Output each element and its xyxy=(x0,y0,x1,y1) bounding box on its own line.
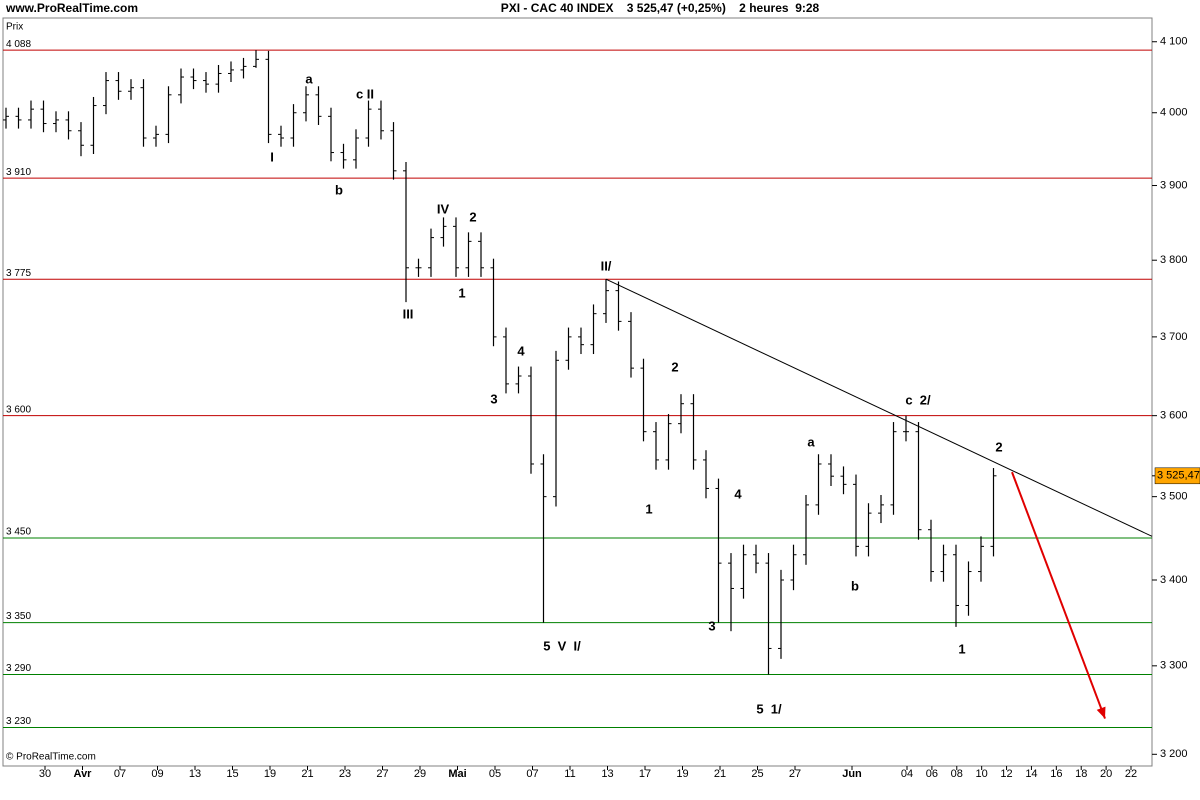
x-tick-label: 27 xyxy=(376,768,388,780)
plot-frame xyxy=(2,17,1153,767)
last-price-box xyxy=(1154,467,1200,485)
wave-label: 2 xyxy=(469,209,476,224)
x-tick-label: 13 xyxy=(189,768,201,780)
x-tick-label: 29 xyxy=(414,768,426,780)
x-tick-label: 18 xyxy=(1075,768,1087,780)
y-tick-label: 3 800 xyxy=(1160,254,1188,266)
trendline xyxy=(605,278,1153,537)
y-tick-label: 3 500 xyxy=(1160,491,1188,503)
x-tick-label: 13 xyxy=(601,768,613,780)
x-tick-label: Mai xyxy=(448,768,466,780)
wave-label: 1 xyxy=(958,641,965,656)
wave-label: 5 1/ xyxy=(756,701,782,716)
x-tick-label: 14 xyxy=(1025,768,1037,780)
level-label: 3 910 xyxy=(6,167,31,178)
x-tick-label: 06 xyxy=(926,768,938,780)
wave-label: 3 xyxy=(708,618,715,633)
level-label: 3 600 xyxy=(6,404,31,415)
x-tick-label: 19 xyxy=(264,768,276,780)
wave-label: I xyxy=(270,149,274,164)
x-tick-label: 05 xyxy=(489,768,501,780)
y-tick-label: 3 300 xyxy=(1160,660,1188,672)
x-tick-label: 21 xyxy=(714,768,726,780)
wave-label: II/ xyxy=(601,258,612,273)
level-label: 4 088 xyxy=(6,39,31,50)
x-tick-label: 17 xyxy=(639,768,651,780)
level-label: 3 350 xyxy=(6,611,31,622)
x-tick-label: 16 xyxy=(1050,768,1062,780)
wave-label: b xyxy=(335,182,343,197)
x-tick-label: Jun xyxy=(842,768,862,780)
wave-label: c II xyxy=(356,86,374,101)
y-tick-label: 3 400 xyxy=(1160,574,1188,586)
x-tick-label: 12 xyxy=(1000,768,1012,780)
y-tick-label: 4 000 xyxy=(1160,107,1188,119)
x-tick-label: 21 xyxy=(301,768,313,780)
level-label: 3 775 xyxy=(6,268,31,279)
y-tick-label: 3 700 xyxy=(1160,331,1188,343)
chart-title: PXI - CAC 40 INDEX 3 525,47 (+0,25%) 2 h… xyxy=(501,1,820,15)
x-tick-label: 04 xyxy=(901,768,913,780)
wave-label: c 2/ xyxy=(905,392,931,407)
x-tick-label: 19 xyxy=(676,768,688,780)
x-tick-label: 07 xyxy=(526,768,538,780)
site-name: www.ProRealTime.com xyxy=(5,1,138,15)
wave-label: 1 xyxy=(645,501,652,516)
forecast-arrow xyxy=(1011,471,1106,719)
x-tick-label: 15 xyxy=(226,768,238,780)
y-tick-label: 3 900 xyxy=(1160,179,1188,191)
x-tick-label: 07 xyxy=(114,768,126,780)
wave-label: a xyxy=(305,71,313,86)
y-tick-label: 3 600 xyxy=(1160,410,1188,422)
y-axis-label: Prix xyxy=(6,22,23,33)
level-label: 3 450 xyxy=(6,527,31,538)
x-tick-label: 27 xyxy=(789,768,801,780)
level-label: 3 230 xyxy=(6,716,31,727)
x-tick-label: 08 xyxy=(951,768,963,780)
wave-label: III xyxy=(403,306,414,321)
x-tick-label: 20 xyxy=(1100,768,1112,780)
last-price-label: 3 525,47 xyxy=(1157,470,1200,482)
level-label: 3 290 xyxy=(6,663,31,674)
x-tick-label: 09 xyxy=(151,768,163,780)
x-tick-label: 30 xyxy=(39,768,51,780)
x-tick-label: Avr xyxy=(74,768,93,780)
y-tick-label: 4 100 xyxy=(1160,36,1188,48)
x-tick-label: 11 xyxy=(564,768,575,780)
x-tick-label: 22 xyxy=(1125,768,1137,780)
wave-label: 4 xyxy=(734,486,742,501)
arrow-head xyxy=(1096,706,1106,719)
x-tick-label: 23 xyxy=(339,768,351,780)
wave-label: 2 xyxy=(671,359,678,374)
wave-label: 2 xyxy=(995,439,1002,454)
x-tick-label: 25 xyxy=(751,768,763,780)
wave-label: 1 xyxy=(458,285,465,300)
wave-label: a xyxy=(807,434,815,449)
footer: © ProRealTime.com xyxy=(6,752,96,763)
wave-label: 5 V I/ xyxy=(543,638,581,653)
wave-label: b xyxy=(851,578,859,593)
wave-label: IV xyxy=(437,201,450,216)
wave-label: 3 xyxy=(490,391,497,406)
wave-label: 4 xyxy=(517,343,525,358)
y-tick-label: 3 200 xyxy=(1160,748,1188,760)
x-tick-label: 10 xyxy=(976,768,988,780)
